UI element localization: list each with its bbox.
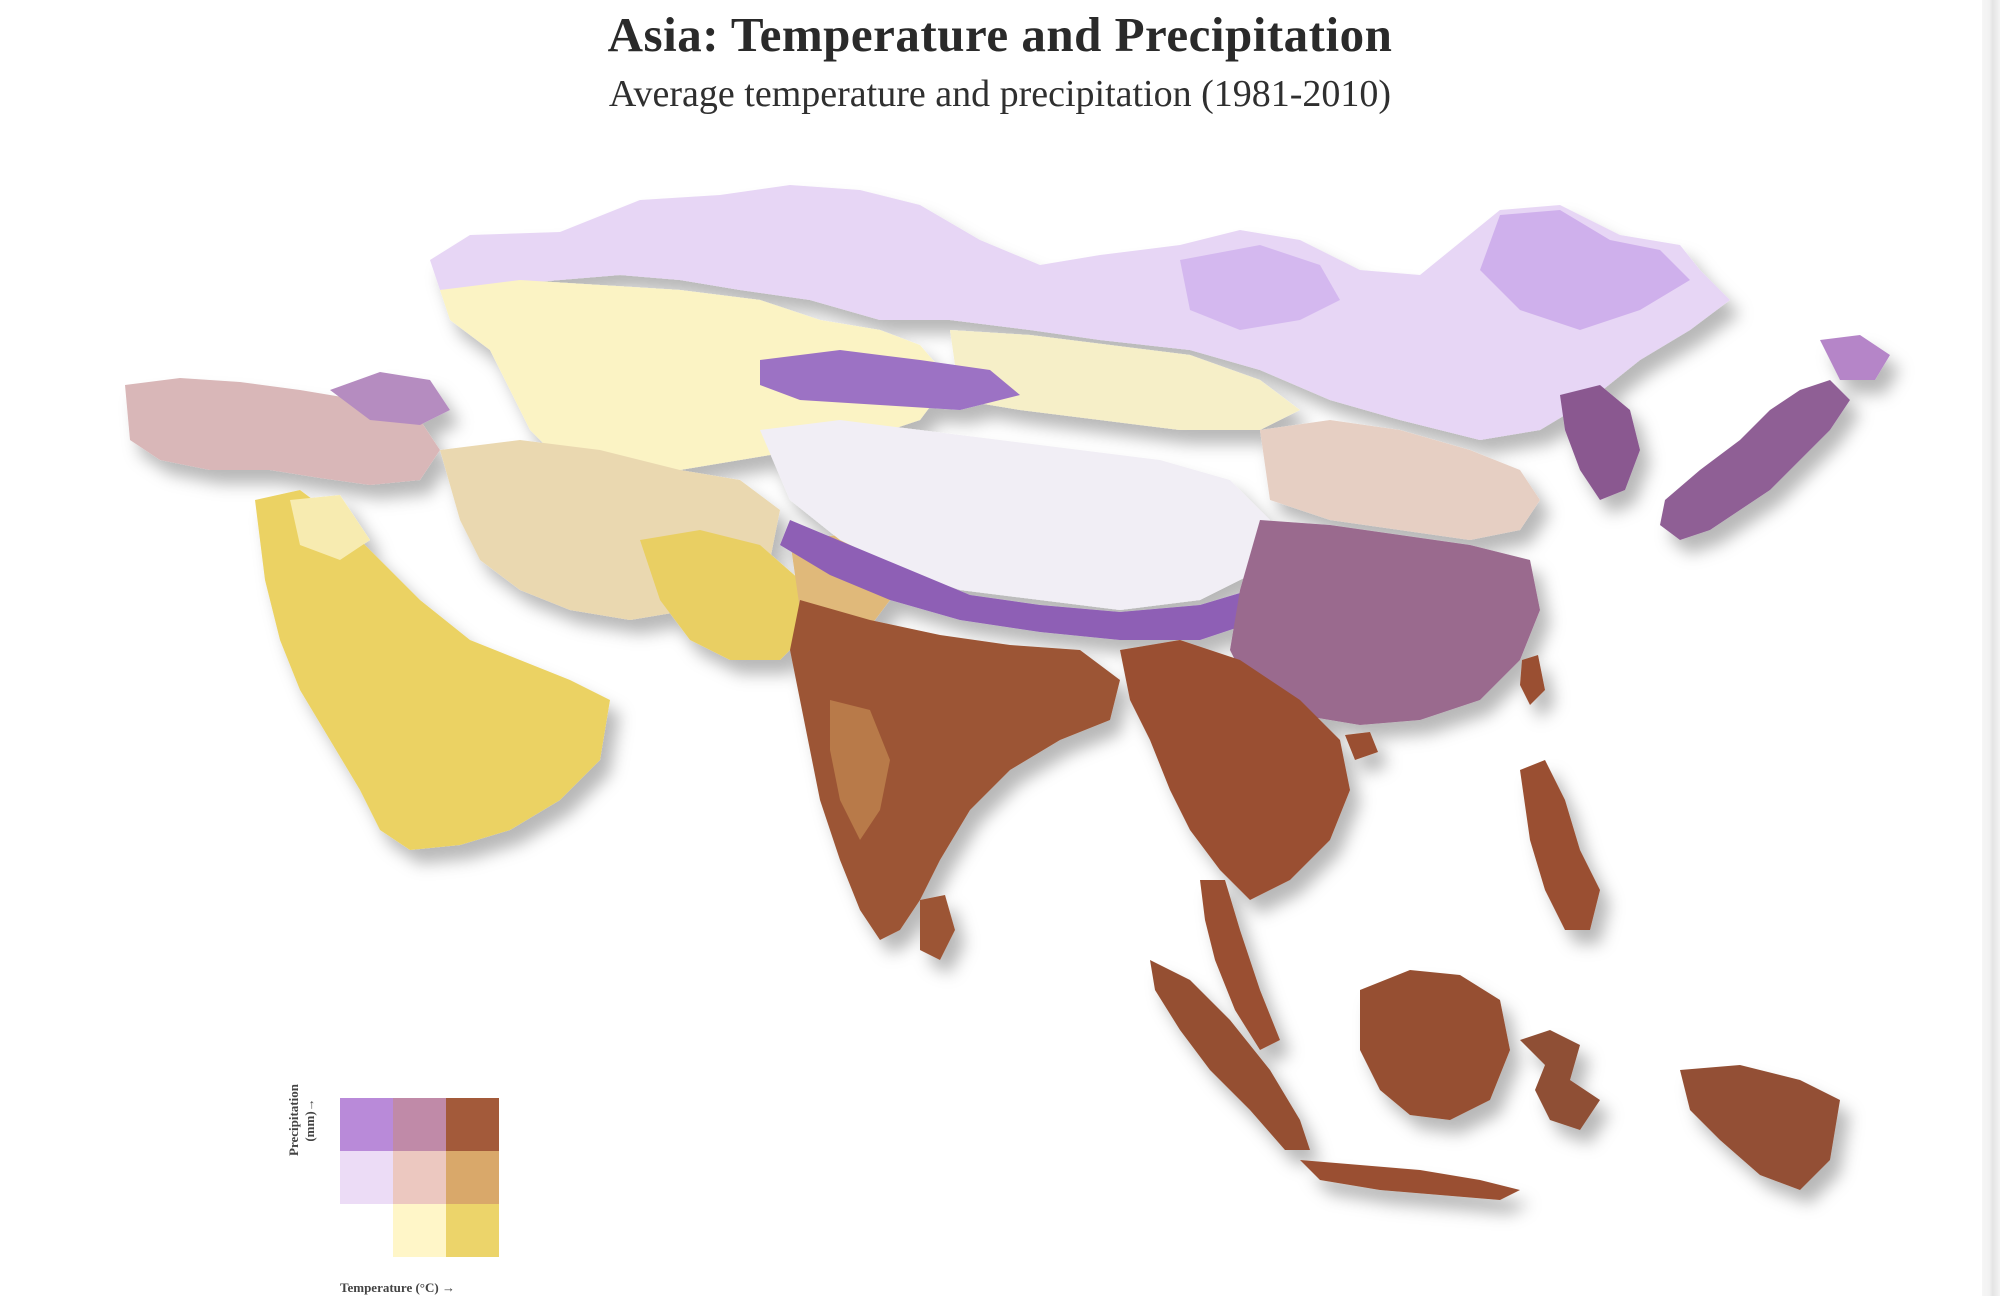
region-indochina bbox=[1120, 640, 1350, 900]
region-thar bbox=[640, 530, 810, 660]
legend-cell-low-mild bbox=[393, 1204, 446, 1257]
region-south-china bbox=[1230, 520, 1540, 725]
region-philippines bbox=[1520, 760, 1600, 930]
legend-cell-medium-cold bbox=[340, 1151, 393, 1204]
map-title: Asia: Temperature and Precipitation bbox=[607, 7, 1393, 62]
region-new-guinea bbox=[1680, 1065, 1840, 1190]
legend-precipitation-label-line2: (mm)→ bbox=[302, 1098, 317, 1142]
legend-cell-medium-mild bbox=[393, 1151, 446, 1204]
legend-temperature-label: Temperature (°C) → bbox=[340, 1280, 455, 1295]
region-hainan bbox=[1345, 732, 1378, 760]
region-sulawesi bbox=[1520, 1030, 1600, 1130]
region-taiwan bbox=[1520, 655, 1545, 705]
region-india bbox=[790, 600, 1120, 940]
region-hokkaido bbox=[1820, 335, 1890, 380]
map-subtitle: Average temperature and precipitation (1… bbox=[608, 73, 1392, 115]
region-sumatra bbox=[1150, 960, 1310, 1150]
legend-cell-medium-hot bbox=[446, 1151, 499, 1204]
legend-cell-high-mild bbox=[393, 1098, 446, 1151]
legend-cell-high-cold bbox=[340, 1098, 393, 1151]
region-tianshan bbox=[760, 350, 1020, 410]
region-mesopotamia bbox=[290, 495, 370, 560]
region-himalaya bbox=[780, 520, 1260, 640]
legend-cell-low-hot bbox=[446, 1204, 499, 1257]
region-arabia bbox=[255, 490, 610, 850]
region-siberia-highlands bbox=[1180, 245, 1340, 330]
region-siberia bbox=[430, 185, 1730, 440]
legend-cell-high-hot bbox=[446, 1098, 499, 1151]
region-japan bbox=[1660, 380, 1850, 540]
region-korea bbox=[1560, 385, 1640, 500]
legend-precipitation-label: Precipitation (mm)→ bbox=[286, 1060, 326, 1180]
legend-grid bbox=[340, 1098, 500, 1258]
region-far-east bbox=[1480, 210, 1690, 330]
region-deccan bbox=[830, 700, 890, 840]
page-edge-shadow bbox=[1982, 0, 2000, 1296]
region-north-china bbox=[1260, 420, 1540, 540]
region-java bbox=[1300, 1160, 1520, 1200]
region-caucasus bbox=[330, 372, 450, 425]
legend-precipitation-label-line1: Precipitation bbox=[286, 1084, 301, 1156]
legend-cell-low-cold bbox=[340, 1204, 393, 1257]
region-malay-peninsula bbox=[1200, 880, 1280, 1050]
region-borneo bbox=[1360, 970, 1510, 1120]
region-sri-lanka bbox=[920, 895, 955, 960]
region-mongolia-gobi bbox=[950, 330, 1300, 430]
